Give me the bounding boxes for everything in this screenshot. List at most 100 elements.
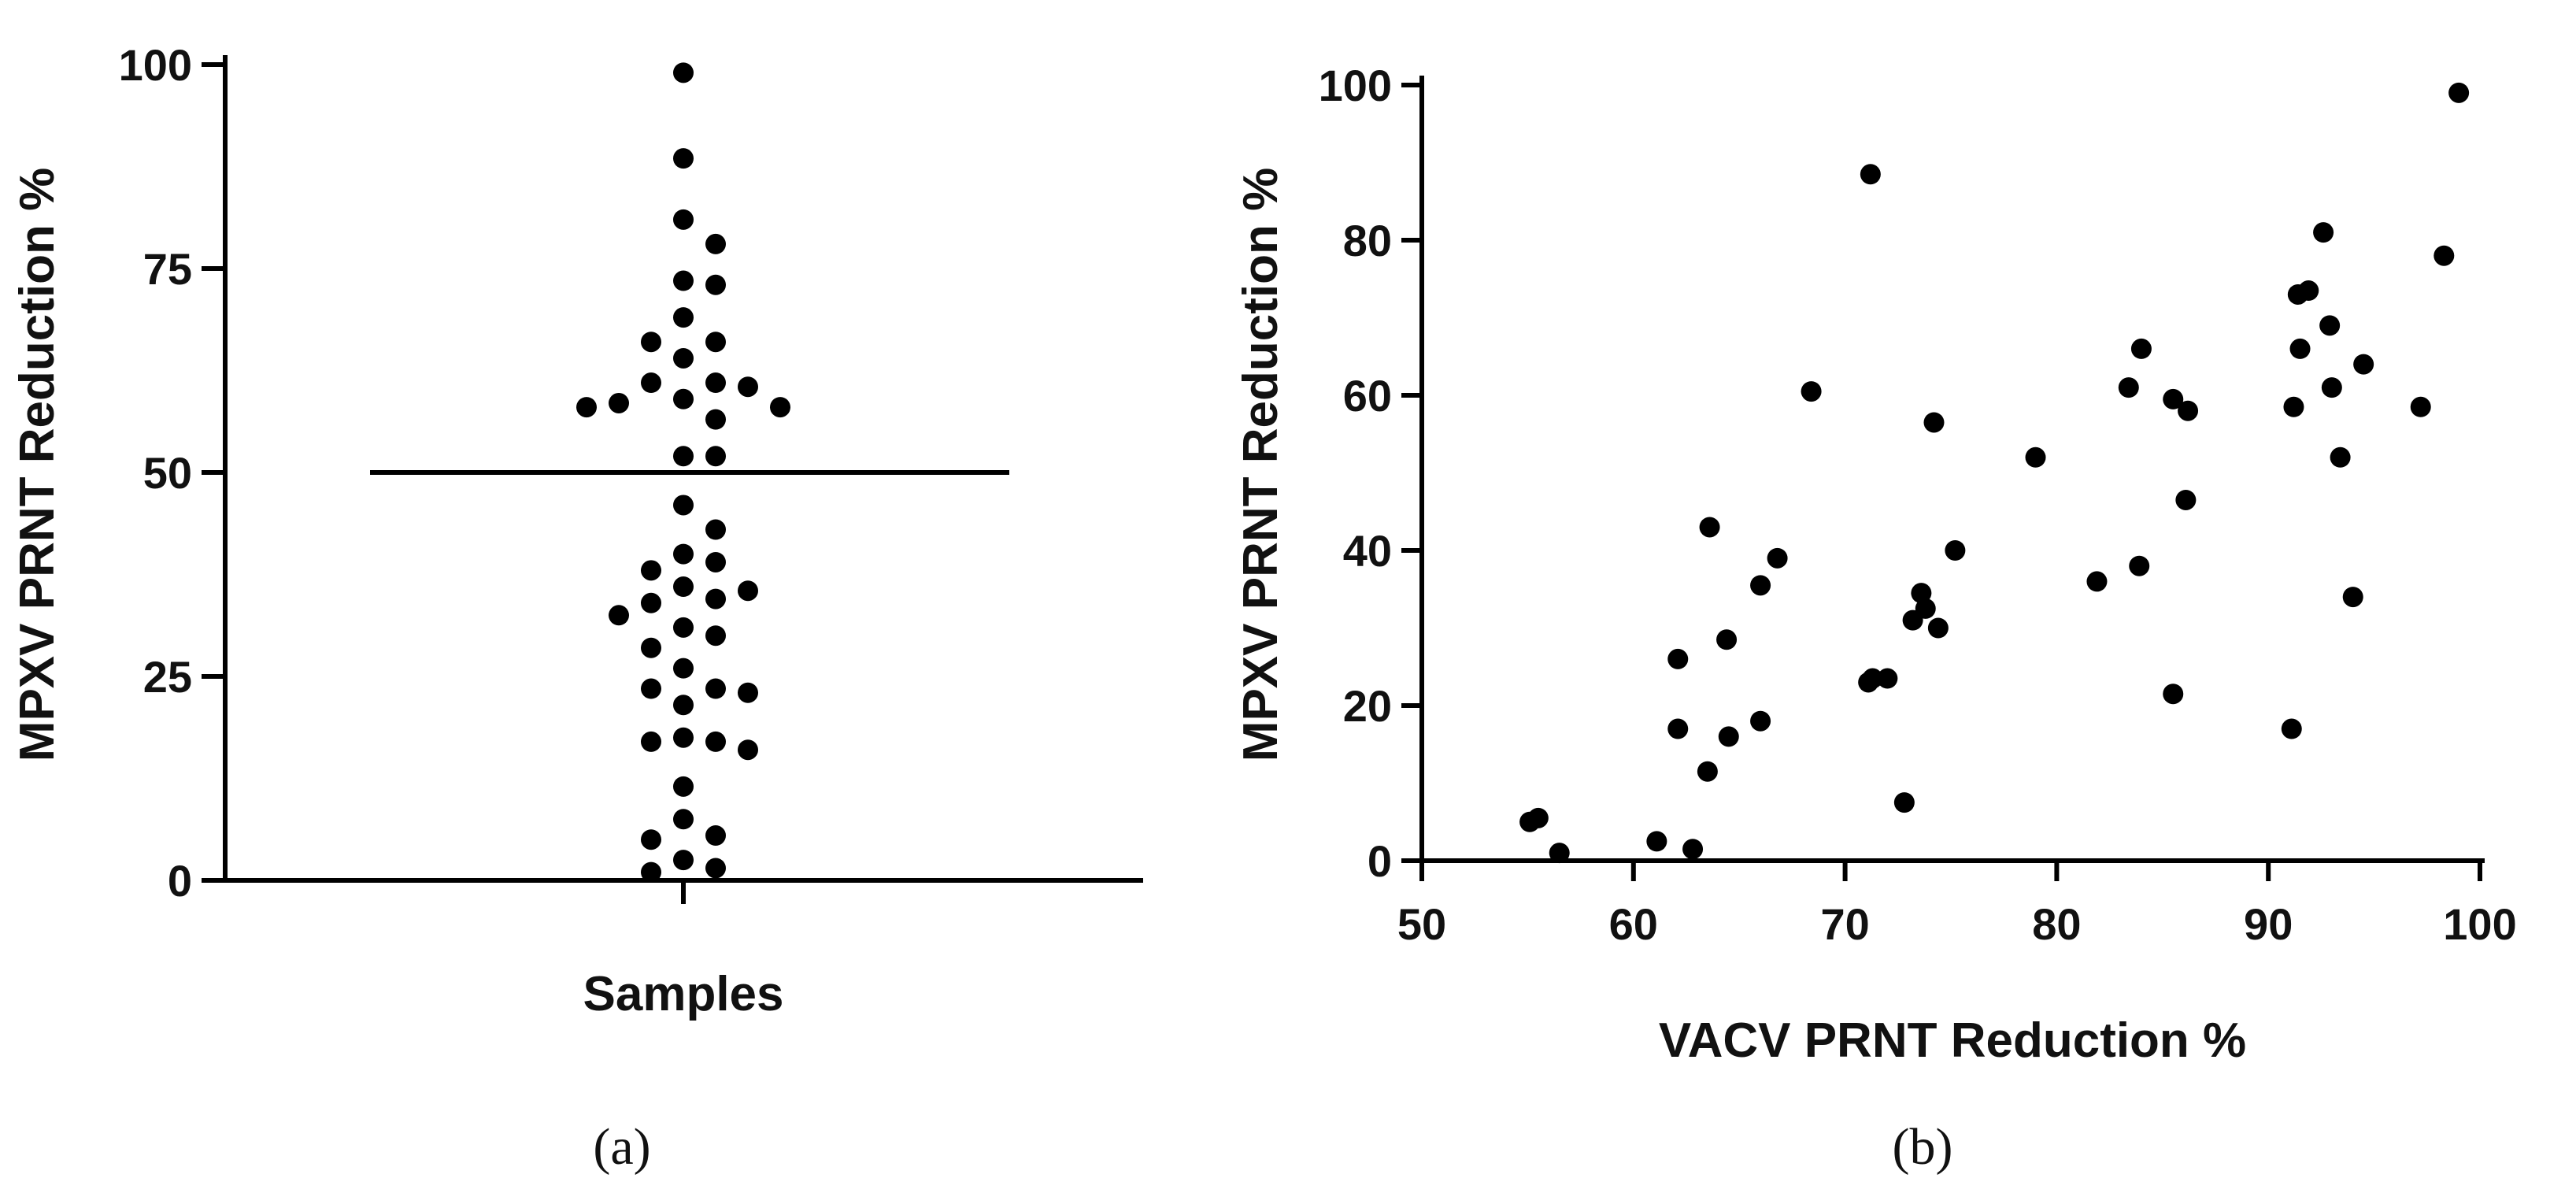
- panel-b-y-tick-label: 100: [1319, 61, 1392, 110]
- panel-a-data-point: [705, 233, 726, 254]
- panel-b-data-point: [1801, 381, 1822, 402]
- panel-a-x-axis-title: Samples: [583, 967, 783, 1021]
- panel-a-data-point: [705, 274, 726, 295]
- panel-b-x-axis-title: VACV PRNT Reduction %: [1659, 1013, 2246, 1068]
- panel-b-data-point: [1767, 547, 1788, 569]
- panel-a-data-point: [673, 543, 694, 565]
- panel-a-data-point: [673, 617, 694, 638]
- panel-b-data-point: [2178, 400, 2199, 421]
- panel-b-x-tick-label: 50: [1397, 899, 1446, 949]
- panel-a-data-point: [673, 446, 694, 467]
- panel-b-data-point: [2289, 338, 2311, 359]
- panel-b-data-point: [1718, 726, 1739, 747]
- panel-b-data-point: [1858, 672, 1879, 693]
- panel-a-data-point: [673, 148, 694, 169]
- panel-a-data-point: [673, 850, 694, 871]
- panel-a-data-point: [673, 307, 694, 328]
- panel-a-data-point: [705, 519, 726, 540]
- panel-a-data-point: [641, 731, 661, 752]
- panel-b-data-point: [2086, 571, 2108, 592]
- panel-b-data-point: [1667, 648, 1689, 669]
- panel-a-data-point: [738, 376, 758, 398]
- panel-b-label: (b): [1893, 1118, 1953, 1176]
- panel-a-data-point: [576, 397, 597, 418]
- panel-b-data-point: [1697, 761, 1718, 782]
- panel-a-data-point: [609, 605, 629, 626]
- panel-b-x-tick-label: 70: [1820, 899, 1869, 949]
- panel-b-data-point: [1911, 583, 1932, 604]
- panel-a-data-point: [609, 392, 629, 413]
- panel-b-data-point: [1750, 575, 1771, 596]
- panel-a-data-point: [673, 388, 694, 409]
- panel-b-y-axis-title: MPXV PRNT Reduction %: [1234, 168, 1288, 761]
- panel-a-y-axis-title: MPXV PRNT Reduction %: [10, 168, 65, 761]
- panel-b-data-point: [1716, 629, 1738, 650]
- panel-a-data-point: [641, 372, 661, 394]
- panel-a-data-point: [673, 209, 694, 230]
- panel-b-data-point: [2342, 587, 2363, 608]
- panel-a-data-point: [705, 551, 726, 572]
- panel-b-data-point: [1877, 668, 1898, 689]
- panel-b-x-tick-label: 100: [2443, 899, 2516, 949]
- panel-a-y-tick-label: 100: [119, 40, 192, 90]
- panel-b-data-point: [2130, 338, 2152, 359]
- panel-a-y-tick-label: 0: [168, 856, 192, 906]
- panel-a-data-point: [705, 372, 726, 394]
- panel-a-data-point: [738, 739, 758, 761]
- panel-b-data-point: [2410, 396, 2431, 417]
- panel-b-x-tick-label: 60: [1609, 899, 1658, 949]
- panel-b-data-point: [1893, 792, 1915, 813]
- panel-a-data-point: [673, 347, 694, 369]
- panel-b-data-point: [2175, 489, 2197, 510]
- panel-a-data-point: [705, 588, 726, 609]
- panel-b-data-point: [2330, 446, 2351, 468]
- panel-a-chart: 0 25 50 75 100 MPXV PRNT Reduction % Samples…: [10, 40, 1143, 1176]
- panel-b-y-tick-label: 60: [1343, 371, 1392, 421]
- panel-a-data-point: [673, 809, 694, 830]
- panel-b-data-point: [1902, 609, 1923, 631]
- panel-a-data-point: [738, 580, 758, 602]
- panel-a-y-tick-label: 75: [143, 244, 192, 294]
- panel-a-data-point: [673, 576, 694, 598]
- panel-b-data-point: [2434, 245, 2455, 266]
- panel-b-data-point: [2025, 446, 2046, 468]
- panel-b-y-tick-label: 20: [1343, 681, 1392, 731]
- panel-a-data-point: [738, 682, 758, 703]
- panel-a-data-point: [673, 727, 694, 748]
- panel-b-data-point: [2283, 396, 2304, 417]
- panel-b-data-point: [1646, 831, 1667, 852]
- panel-a-data-point: [641, 560, 661, 581]
- panel-a-data-point: [673, 62, 694, 83]
- panel-a-data-point: [641, 637, 661, 658]
- panel-b-data-point: [2321, 377, 2342, 398]
- panel-a-data-point: [641, 678, 661, 699]
- panel-b-data-point: [2319, 315, 2341, 336]
- panel-a-data-point: [641, 829, 661, 850]
- panel-a-data-point: [705, 825, 726, 847]
- panel-a-data-point: [705, 858, 726, 879]
- panel-a-data-point: [705, 332, 726, 353]
- panel-b-data-point: [1750, 710, 1771, 732]
- panel-a-data-point: [705, 446, 726, 467]
- panel-a-data-point: [673, 695, 694, 716]
- panel-a-data-point: [673, 270, 694, 291]
- panel-b-data-point: [1699, 517, 1720, 538]
- panel-b-data-point: [1927, 617, 1949, 639]
- panel-a-data-point: [705, 625, 726, 647]
- panel-b-x-tick-label: 80: [2032, 899, 2081, 949]
- panel-a-data-point: [705, 731, 726, 752]
- panel-b-y-tick-label: 40: [1343, 526, 1392, 576]
- panel-b-data-point: [1519, 811, 1541, 832]
- panel-b-data-point: [1860, 164, 1881, 185]
- panel-a-data-point: [673, 776, 694, 797]
- panel-a-data-point: [641, 861, 661, 883]
- panel-a-data-point: [770, 397, 790, 418]
- panel-a-y-tick-label: 25: [143, 652, 192, 702]
- panel-b-data-point: [2163, 684, 2184, 705]
- panel-b-data-point: [1549, 843, 1570, 864]
- panel-b-data-point: [1945, 540, 1966, 561]
- panel-a-label: (a): [593, 1118, 650, 1176]
- panel-b-data-point: [2118, 377, 2139, 398]
- panel-b-y-tick-label: 0: [1368, 836, 1392, 886]
